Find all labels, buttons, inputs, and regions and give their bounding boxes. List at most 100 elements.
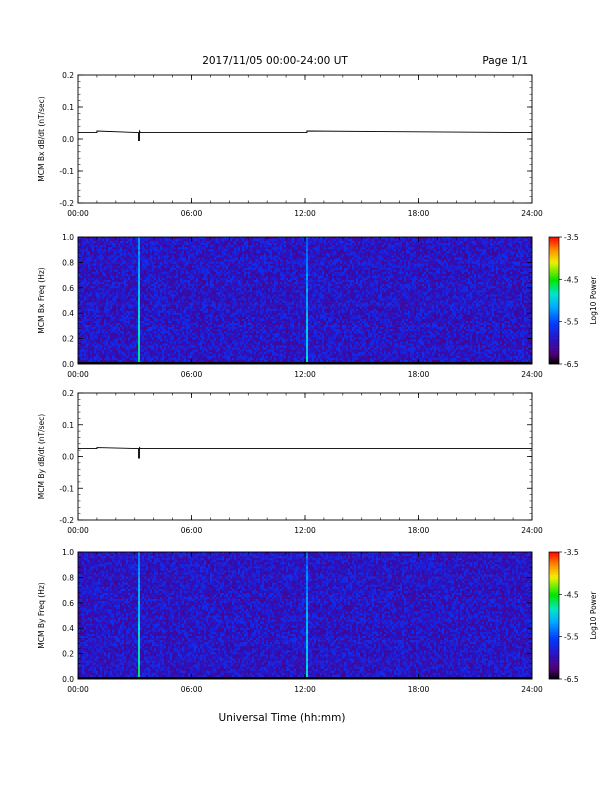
spectrogram-cell [226, 305, 228, 307]
spectrogram-cell [80, 296, 82, 298]
spectrogram-cell [194, 245, 196, 247]
spectrogram-cell [150, 270, 152, 272]
spectrogram-cell [154, 276, 156, 278]
spectrogram-cell [112, 313, 114, 315]
spectrogram-cell [184, 274, 186, 276]
spectrogram-cell [224, 307, 226, 309]
spectrogram-cell [160, 319, 162, 321]
spectrogram-cell [152, 319, 154, 321]
spectrogram-cell [192, 247, 194, 249]
spectrogram-cell [178, 356, 180, 358]
spectrogram-cell [216, 276, 218, 278]
spectrogram-cell [172, 241, 174, 243]
spectrogram-cell [230, 253, 232, 255]
spectrogram-cell [154, 350, 156, 352]
spectrogram-cell [136, 284, 138, 286]
spectrogram-cell [124, 262, 126, 264]
spectrogram-cell [174, 260, 176, 262]
spectrogram-cell [188, 356, 190, 358]
spectrogram-cell [176, 327, 178, 329]
spectrogram-cell [160, 307, 162, 309]
spectrogram-cell [122, 337, 124, 339]
spectrogram-cell [134, 303, 136, 305]
spectrogram-cell [174, 354, 176, 356]
spectrogram-cell [124, 360, 126, 362]
spectrogram-cell [224, 266, 226, 268]
spectrogram-cell [132, 321, 134, 323]
spectrogram-cell [206, 294, 208, 296]
spectrogram-cell [214, 321, 216, 323]
spectrogram-cell [182, 348, 184, 350]
spectrogram-cell [148, 350, 150, 352]
spectrogram-cell [148, 298, 150, 300]
spectrogram-cell [124, 337, 126, 339]
spectrogram-cell [198, 241, 200, 243]
spectrogram-cell [116, 260, 118, 262]
spectrogram-cell [152, 329, 154, 331]
spectrogram-cell [88, 280, 90, 282]
spectrogram-cell [128, 352, 130, 354]
spectrogram-cell [180, 301, 182, 303]
spectrogram-cell [148, 270, 150, 272]
spectrogram-cell [132, 358, 134, 360]
spectrogram-cell [222, 239, 224, 241]
spectrogram-cell [136, 358, 138, 360]
spectrogram-cell [114, 284, 116, 286]
spectrogram-cell [198, 270, 200, 272]
spectrogram-cell [152, 339, 154, 341]
spectrogram-cell [114, 335, 116, 337]
spectrogram-cell [166, 288, 168, 290]
spectrogram-cell [110, 245, 112, 247]
spectrogram-cell [178, 339, 180, 341]
spectrogram-cell [184, 352, 186, 354]
spectrogram-cell [194, 276, 196, 278]
spectrogram-cell [194, 341, 196, 343]
spectrogram-cell [224, 333, 226, 335]
spectrogram-cell [130, 311, 132, 313]
spectrogram-cell [126, 315, 128, 317]
spectrogram-cell [92, 307, 94, 309]
spectrogram-cell [196, 356, 198, 358]
spectrogram-cell [140, 294, 142, 296]
spectrogram-cell [214, 323, 216, 325]
spectrogram-cell [174, 307, 176, 309]
spectrogram-cell [158, 350, 160, 352]
spectrogram-cell [212, 317, 214, 319]
spectrogram-cell [84, 327, 86, 329]
spectrogram-cell [232, 290, 234, 292]
spectrogram-cell [174, 311, 176, 313]
spectrogram-cell [158, 282, 160, 284]
spectrogram-cell [164, 360, 166, 362]
spectrogram-cell [84, 341, 86, 343]
spectrogram-cell [156, 282, 158, 284]
spectrogram-cell [230, 348, 232, 350]
spectrogram-cell [110, 274, 112, 276]
spectrogram-cell [206, 245, 208, 247]
spectrogram-cell [162, 356, 164, 358]
spectrogram-cell [114, 344, 116, 346]
spectrogram-cell [104, 251, 106, 253]
spectrogram-cell [114, 319, 116, 321]
spectrogram-cell [114, 325, 116, 327]
spectrogram-cell [176, 253, 178, 255]
spectrogram-cell [110, 255, 112, 257]
spectrogram-cell [220, 301, 222, 303]
spectrogram-cell [202, 327, 204, 329]
spectrogram-cell [128, 354, 130, 356]
spectrogram-cell [158, 255, 160, 257]
spectrogram-cell [224, 327, 226, 329]
spectrogram-cell [124, 346, 126, 348]
spectrogram-cell [212, 290, 214, 292]
spectrogram-cell [190, 331, 192, 333]
spectrogram-cell [120, 255, 122, 257]
spectrogram-cell [198, 257, 200, 259]
spectrogram-cell [214, 358, 216, 360]
spectrogram-cell [194, 329, 196, 331]
spectrogram-cell [194, 247, 196, 249]
spectrogram-cell [106, 350, 108, 352]
spectrogram-cell [132, 315, 134, 317]
spectrogram-cell [104, 337, 106, 339]
spectrogram-cell [124, 335, 126, 337]
spectrogram-cell [140, 257, 142, 259]
spectrogram-cell [120, 305, 122, 307]
